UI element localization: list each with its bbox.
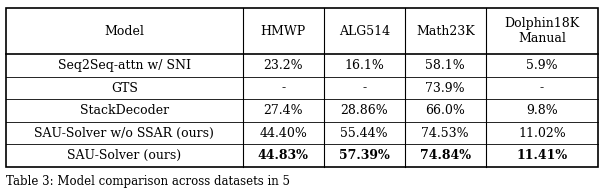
- Text: 44.83%: 44.83%: [258, 149, 309, 162]
- Text: StackDecoder: StackDecoder: [80, 104, 169, 117]
- Text: -: -: [281, 81, 285, 95]
- Text: 5.9%: 5.9%: [526, 59, 557, 72]
- Text: -: -: [362, 81, 367, 95]
- Text: Math23K: Math23K: [416, 24, 475, 38]
- Text: 57.39%: 57.39%: [339, 149, 390, 162]
- Text: 11.02%: 11.02%: [518, 126, 566, 140]
- Text: Dolphin18K
Manual: Dolphin18K Manual: [504, 17, 579, 45]
- Text: GTS: GTS: [111, 81, 138, 95]
- Text: 55.44%: 55.44%: [341, 126, 388, 140]
- Text: Table 3: Model comparison across datasets in 5: Table 3: Model comparison across dataset…: [6, 175, 290, 188]
- Text: 9.8%: 9.8%: [526, 104, 557, 117]
- Bar: [6, 8, 598, 167]
- Text: SAU-Solver (ours): SAU-Solver (ours): [68, 149, 181, 162]
- Text: 44.40%: 44.40%: [259, 126, 307, 140]
- Text: 28.86%: 28.86%: [341, 104, 388, 117]
- Text: HMWP: HMWP: [261, 24, 306, 38]
- Text: 16.1%: 16.1%: [344, 59, 384, 72]
- Text: -: -: [540, 81, 544, 95]
- Text: 11.41%: 11.41%: [516, 149, 567, 162]
- Text: 73.9%: 73.9%: [425, 81, 465, 95]
- Text: 74.84%: 74.84%: [420, 149, 471, 162]
- Text: Model: Model: [104, 24, 144, 38]
- Text: SAU-Solver w/o SSAR (ours): SAU-Solver w/o SSAR (ours): [34, 126, 214, 140]
- Text: Seq2Seq-attn w/ SNI: Seq2Seq-attn w/ SNI: [58, 59, 191, 72]
- Text: 66.0%: 66.0%: [425, 104, 465, 117]
- Text: 74.53%: 74.53%: [422, 126, 469, 140]
- Text: 23.2%: 23.2%: [263, 59, 303, 72]
- Text: 27.4%: 27.4%: [263, 104, 303, 117]
- Text: 58.1%: 58.1%: [425, 59, 465, 72]
- Text: ALG514: ALG514: [339, 24, 390, 38]
